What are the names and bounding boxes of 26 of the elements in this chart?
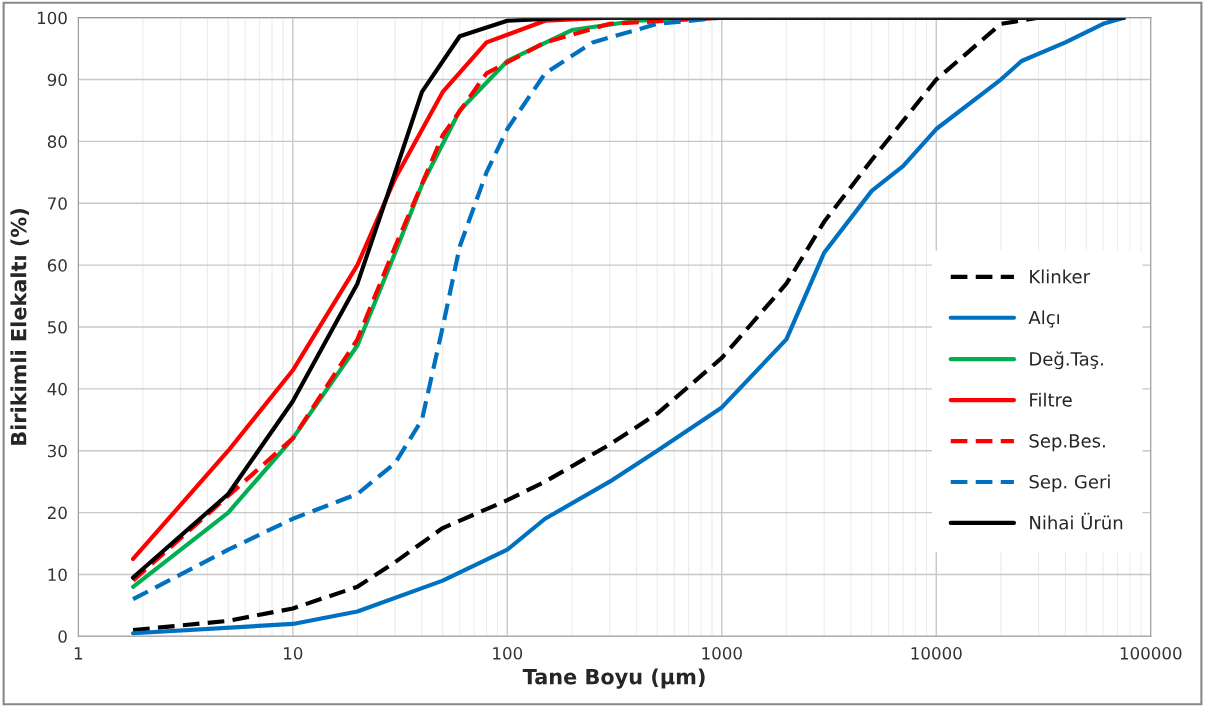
legend-label: Sep. Geri — [1029, 474, 1110, 493]
x-tick-label: 1 — [74, 647, 83, 660]
x-tick-label: 10000 — [911, 647, 962, 660]
legend-label: Nihai Ürün — [1030, 512, 1123, 530]
legend-label: Alçı — [1028, 310, 1059, 328]
y-tick-label: 10 — [48, 568, 67, 582]
y-tick-label: 60 — [47, 259, 67, 272]
y-tick-label: 40 — [47, 382, 67, 396]
legend-label: Değ.Taş. — [1030, 351, 1103, 370]
y-tick-label: 0 — [58, 630, 67, 643]
legend-label: Filtre — [1030, 392, 1072, 407]
y-tick-label: 50 — [47, 320, 67, 334]
x-tick-label: 100000 — [1120, 647, 1182, 660]
y-tick-label: 90 — [47, 73, 67, 87]
x-tick-label: 10 — [284, 647, 303, 660]
y-tick-label: 80 — [47, 135, 67, 148]
legend-label: Sep.Bes. — [1029, 433, 1105, 452]
y-axis-title: Birikimli Elekaltı (%) — [10, 209, 29, 445]
x-tick-label: 100 — [493, 647, 523, 660]
y-tick-label: 70 — [48, 197, 67, 210]
y-tick-label: 30 — [47, 444, 67, 458]
legend-label: Klinker — [1030, 269, 1091, 284]
x-axis-title: Tane Boyu (µm) — [522, 668, 705, 689]
y-tick-label: 20 — [47, 506, 67, 520]
y-tick-label: 100 — [37, 11, 67, 25]
x-tick-label: 1000 — [702, 647, 742, 660]
